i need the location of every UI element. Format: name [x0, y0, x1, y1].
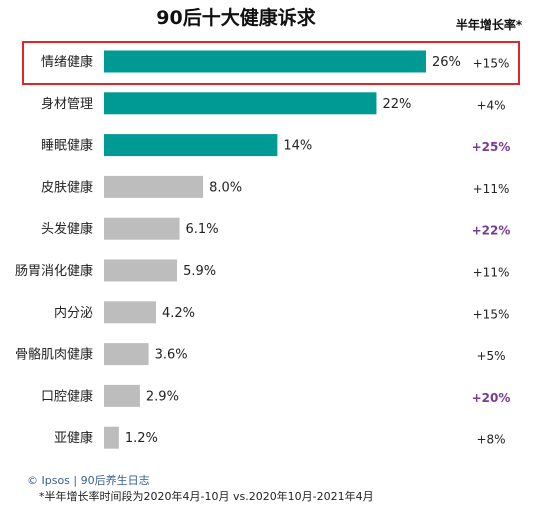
- growth-label: +20%: [472, 391, 511, 405]
- bar: [104, 301, 157, 324]
- highlight-box: [22, 41, 520, 85]
- value-label: 4.2%: [162, 306, 195, 321]
- value-label: 14%: [283, 139, 312, 154]
- growth-label: +4%: [476, 98, 505, 112]
- value-label: 26%: [432, 55, 461, 70]
- bar: [104, 259, 178, 282]
- category-label: 亚健康: [54, 430, 93, 446]
- bar: [104, 175, 204, 198]
- source-text: © Ipsos | 90后养生日志: [27, 473, 150, 487]
- growth-label: +11%: [473, 182, 510, 196]
- value-label: 6.1%: [186, 222, 219, 237]
- bar: [104, 134, 278, 157]
- category-label: 口腔健康: [41, 388, 93, 404]
- category-label: 肠胃消化健康: [15, 263, 93, 279]
- category-label: 睡眠健康: [41, 138, 93, 154]
- growth-label: +11%: [473, 266, 510, 280]
- growth-header: 半年增长率*: [456, 17, 523, 32]
- category-label: 皮肤健康: [41, 179, 93, 195]
- category-label: 骨骼肌肉健康: [15, 347, 93, 363]
- value-label: 1.2%: [125, 431, 158, 446]
- category-label: 情绪健康: [41, 54, 93, 70]
- footnote-text: *半年增长率时间段为2020年4月-10月 vs.2020年10月-2021年4…: [39, 489, 374, 503]
- growth-label: +8%: [476, 433, 505, 447]
- bar: [104, 343, 149, 366]
- value-label: 3.6%: [155, 348, 188, 363]
- value-label: 22%: [382, 97, 411, 112]
- growth-label: +15%: [473, 307, 510, 321]
- value-label: 2.9%: [146, 389, 179, 404]
- category-label: 头发健康: [41, 221, 93, 237]
- bar: [104, 92, 377, 115]
- bar: [104, 384, 140, 407]
- category-label: 身材管理: [41, 96, 93, 112]
- bar: [104, 426, 119, 449]
- growth-label: +25%: [472, 140, 511, 154]
- bars-group: 情绪健康 26% +15% 身材管理 22% +4% 睡眠健康 14% +25% 皮肤健康 8.0%…: [15, 50, 511, 449]
- bar: [104, 217, 180, 240]
- chart-title: 90后十大健康诉求: [156, 6, 316, 29]
- growth-label: +5%: [476, 349, 505, 363]
- category-label: 内分泌: [54, 305, 93, 321]
- bar: [104, 50, 426, 73]
- value-label: 5.9%: [183, 264, 216, 279]
- growth-label: +15%: [473, 57, 510, 71]
- growth-label: +22%: [472, 224, 511, 238]
- value-label: 8.0%: [209, 180, 242, 195]
